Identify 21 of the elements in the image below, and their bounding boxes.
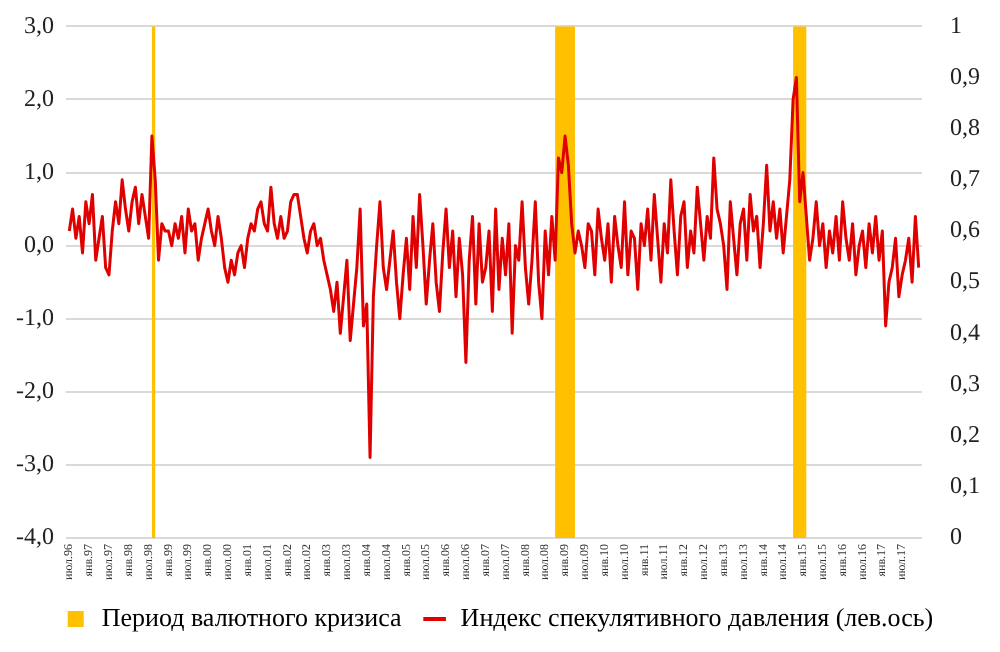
y2-tick-label: 0: [950, 522, 962, 551]
y-tick-label: 0,0: [23, 229, 54, 258]
y-tick-label: -3,0: [15, 449, 54, 478]
y-tick-label: -2,0: [15, 376, 54, 405]
y2-tick-label: 0,5: [950, 266, 980, 295]
y-tick-label: 2,0: [23, 83, 54, 112]
legend-label: Индекс спекулятивного давления (лев.ось): [460, 601, 934, 632]
y-tick-label: 3,0: [23, 10, 54, 39]
y2-tick-label: 0,4: [950, 317, 980, 346]
legend-label: Период валютного кризиса: [101, 601, 403, 632]
y2-tick-label: 0,2: [950, 419, 980, 448]
y2-tick-label: 1: [950, 10, 962, 39]
y-tick-label: -4,0: [15, 522, 54, 551]
y2-tick-label: 0,1: [950, 471, 980, 500]
y2-tick-label: 0,8: [950, 113, 980, 142]
y2-tick-label: 0,9: [950, 61, 980, 90]
y2-tick-label: 0,3: [950, 368, 980, 397]
y-tick-label: -1,0: [15, 303, 54, 332]
y-tick-label: 1,0: [23, 156, 54, 185]
y2-tick-label: 0,7: [950, 164, 980, 193]
y2-tick-label: 0,6: [950, 215, 980, 244]
